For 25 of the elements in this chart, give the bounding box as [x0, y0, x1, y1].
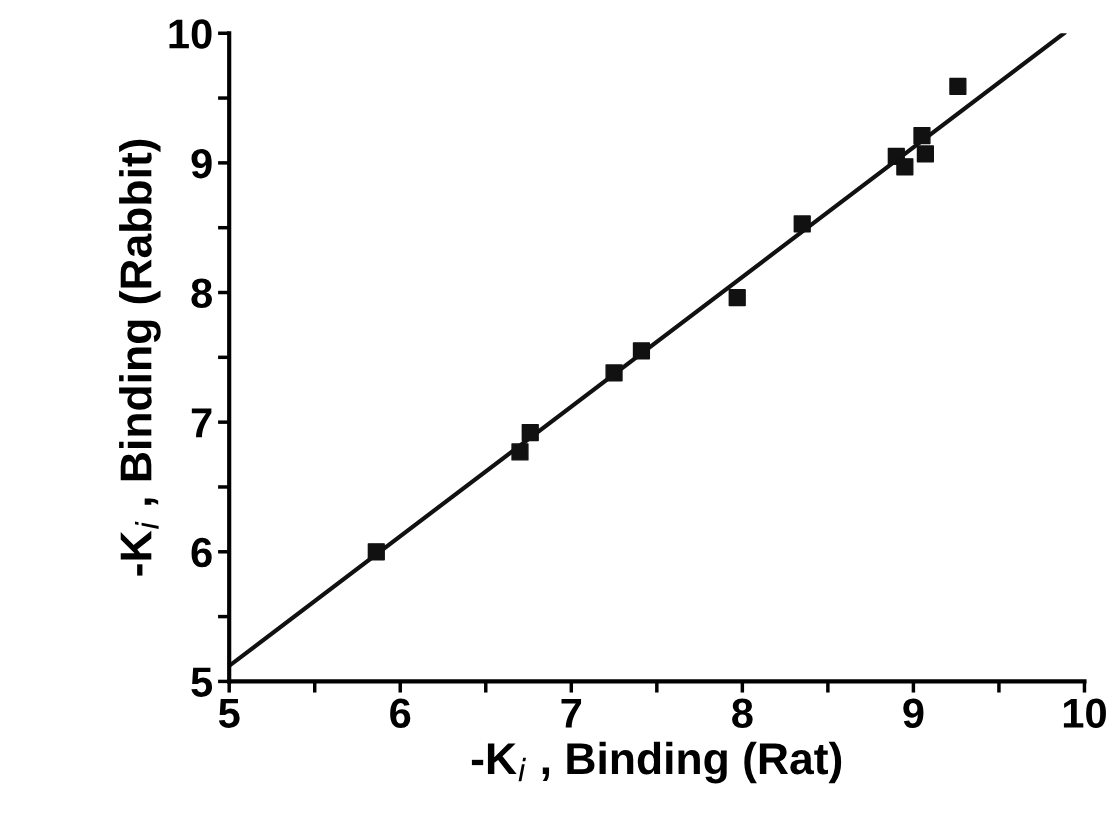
x-tick-label: 6 — [390, 698, 411, 728]
y-tick-label: 5 — [191, 667, 213, 697]
x-axis-title: -K$_{i}$ , Binding (Rat) — [471, 741, 842, 784]
y-tick-label: 7 — [191, 408, 212, 438]
y-tick-label: 10 — [169, 19, 212, 49]
x-tick-label: 7 — [561, 698, 582, 728]
point — [916, 145, 934, 163]
x-tick-label: 9 — [903, 698, 924, 728]
point — [521, 423, 539, 442]
point — [511, 443, 529, 461]
point — [605, 364, 623, 382]
point — [896, 158, 914, 176]
y-tick-label: 9 — [191, 148, 212, 179]
point — [367, 543, 385, 561]
x-tick-label: 5 — [218, 698, 240, 728]
y-tick-label: 8 — [191, 278, 212, 309]
x-tick-label: 8 — [732, 698, 753, 728]
point — [949, 77, 967, 96]
x-tick-label: 10 — [1063, 698, 1106, 728]
point — [793, 215, 811, 233]
point — [728, 289, 746, 307]
y-axis-title: -K$_{i}$ , Binding (Rabbit) — [119, 139, 161, 576]
point — [913, 127, 931, 145]
y-tick-label: 6 — [191, 537, 212, 568]
point — [632, 342, 651, 360]
